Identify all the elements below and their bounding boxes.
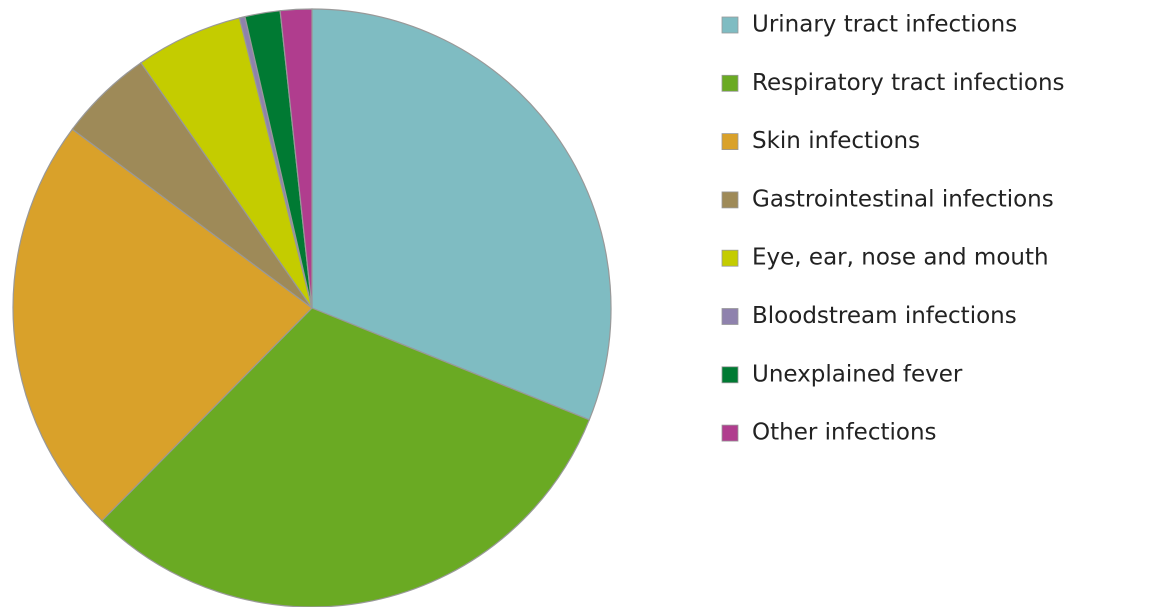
pie-slice xyxy=(279,8,313,309)
legend-label: Eye, ear, nose and mouth xyxy=(752,245,1049,271)
pie-slice xyxy=(101,307,591,607)
legend-swatch xyxy=(721,366,739,384)
legend-swatch xyxy=(721,191,739,209)
legend-swatch xyxy=(721,249,739,267)
legend-label: Bloodstream infections xyxy=(752,303,1017,329)
legend-label: Gastrointestinal infections xyxy=(752,186,1054,212)
legend-label: Other infections xyxy=(752,420,937,446)
legend-label: Skin infections xyxy=(752,128,920,154)
pie-slice xyxy=(12,128,313,522)
legend-swatch xyxy=(721,74,739,92)
pie-slice xyxy=(311,8,612,421)
legend-label: Unexplained fever xyxy=(752,361,963,387)
legend-label: Respiratory tract infections xyxy=(752,70,1065,96)
legend-label: Urinary tract infections xyxy=(752,12,1017,38)
legend-swatch xyxy=(721,16,739,34)
legend-swatch xyxy=(721,424,739,442)
legend-swatch xyxy=(721,308,739,325)
legend-swatch xyxy=(721,133,739,151)
